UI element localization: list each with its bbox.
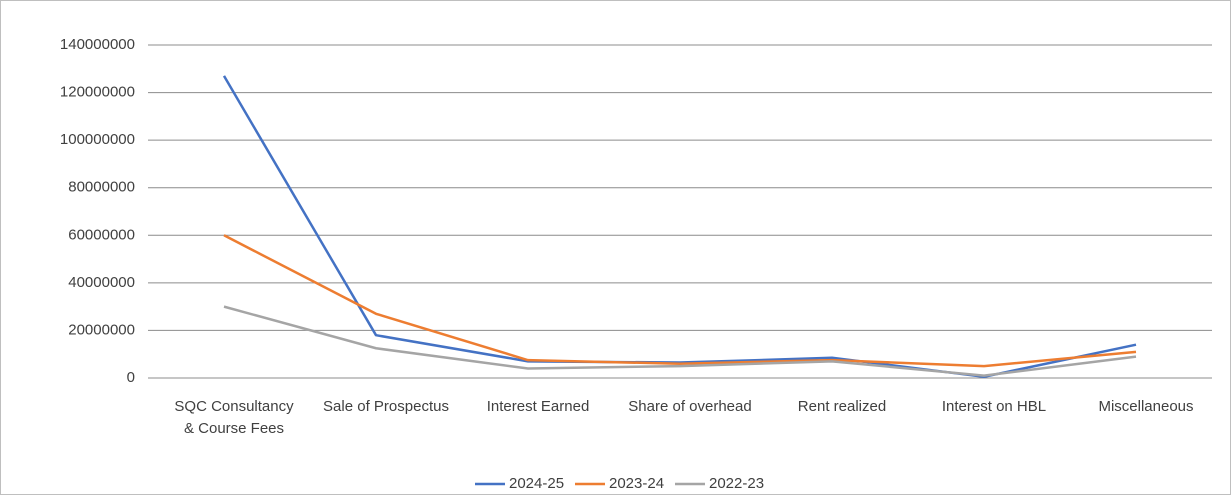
x-tick-label: Interest on HBL: [941, 398, 1047, 415]
y-tick-label: 140000000: [60, 36, 135, 53]
x-tick-label: Interest Earned: [486, 398, 590, 415]
legend-label: 2024-25: [509, 475, 564, 492]
legend-label: 2023-24: [609, 475, 664, 492]
legend-label: 2022-23: [709, 475, 764, 492]
series-line: [223, 234, 1137, 368]
y-tick-label: 60000000: [68, 226, 135, 243]
x-tick-label: Rent realized: [797, 398, 887, 415]
y-tick-label: 40000000: [68, 274, 135, 291]
y-tick-label: 0: [127, 369, 135, 386]
y-tick-label: 120000000: [60, 84, 135, 101]
x-tick-label: Sale of Prospectus: [323, 398, 449, 415]
y-tick-label: 20000000: [68, 321, 135, 338]
x-tick-label: Share of overhead: [628, 398, 752, 415]
x-tick-label: SQC Consultancy & Course Fees: [174, 398, 294, 437]
y-tick-label: 80000000: [68, 179, 135, 196]
y-tick-label: 100000000: [60, 131, 135, 148]
series-line: [223, 305, 1137, 377]
x-tick-label: Miscellaneous: [1098, 398, 1194, 415]
